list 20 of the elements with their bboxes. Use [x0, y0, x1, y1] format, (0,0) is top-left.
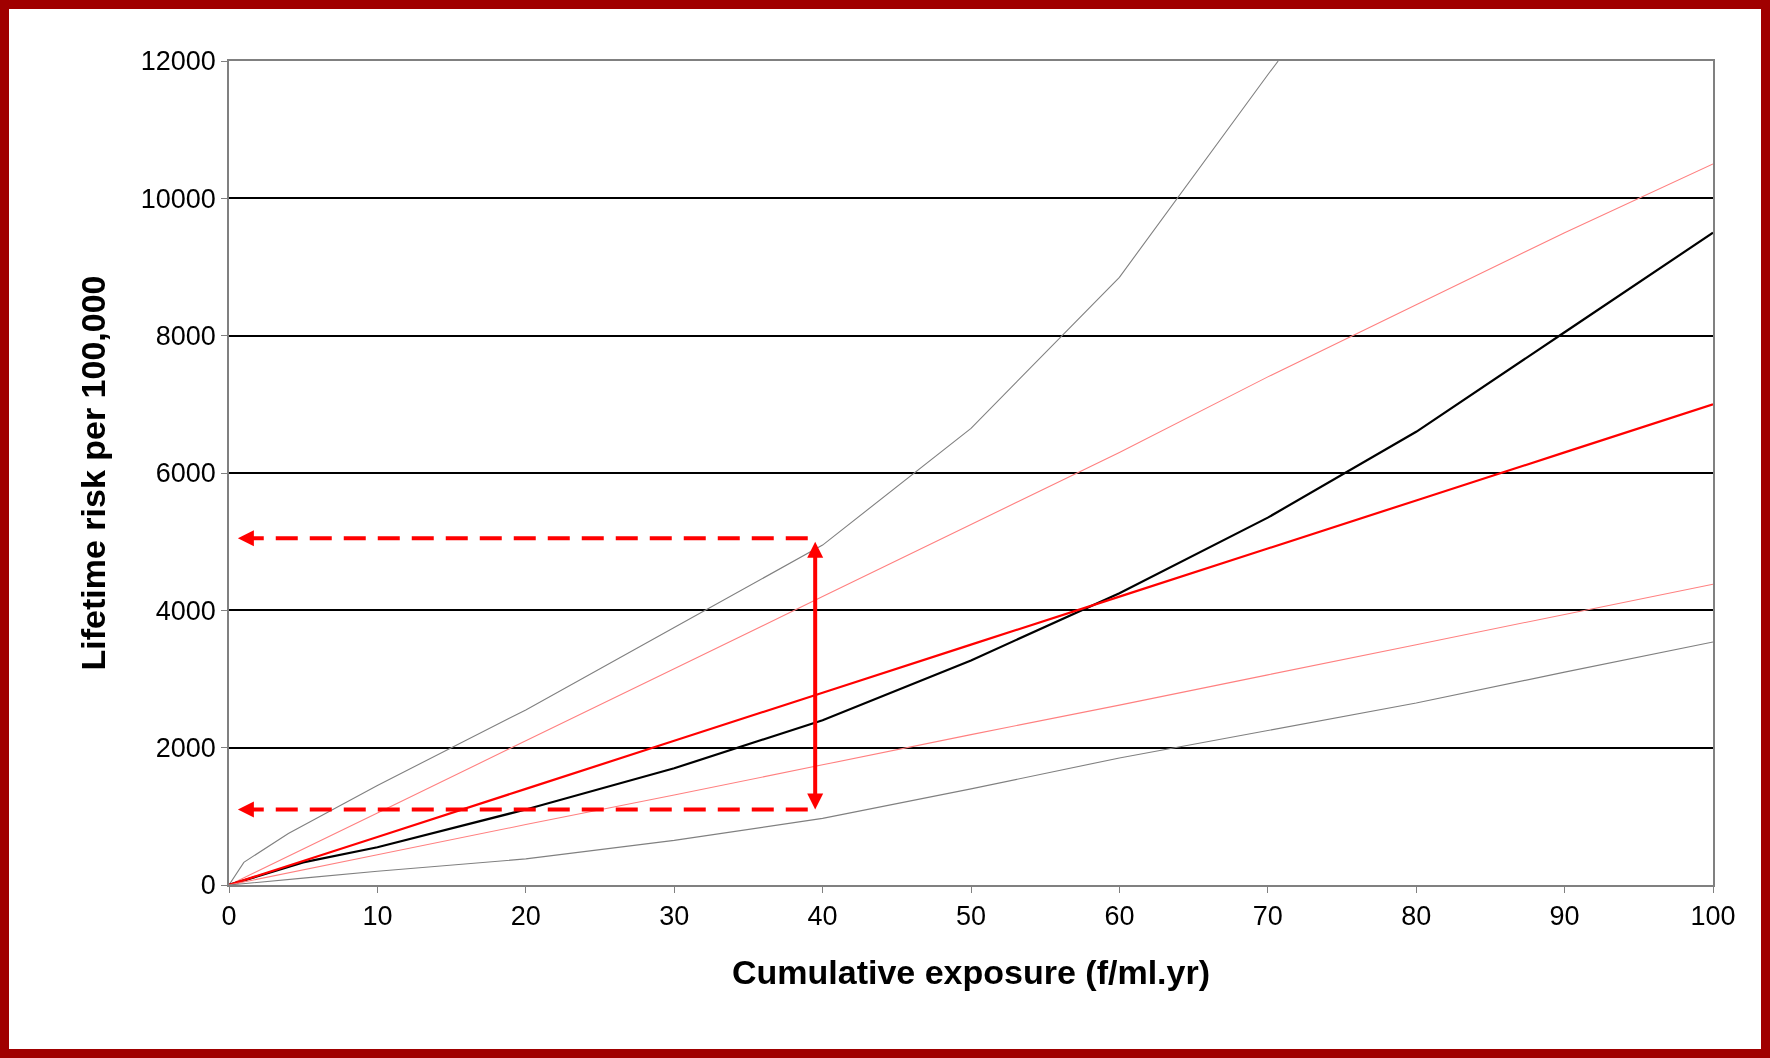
x-tick-label: 70 — [1252, 901, 1283, 932]
y-axis-title: Lifetime risk per 100,000 — [73, 275, 112, 671]
x-tick-label: 20 — [510, 901, 541, 932]
y-tick-label: 8000 — [155, 321, 216, 352]
y-tick-label: 2000 — [155, 733, 216, 764]
x-tick-label: 60 — [1104, 901, 1135, 932]
y-tick-label: 0 — [200, 870, 216, 901]
y-tick-label: 10000 — [140, 183, 216, 214]
x-tick-label: 30 — [659, 901, 690, 932]
x-tick-label: 90 — [1549, 901, 1580, 932]
y-tick-label: 6000 — [155, 458, 216, 489]
x-tick-label: 0 — [221, 901, 237, 932]
y-tick-label: 12000 — [140, 46, 216, 77]
x-axis-title: Cumulative exposure (f/ml.yr) — [731, 952, 1211, 991]
x-tick-label: 50 — [955, 901, 987, 932]
x-tick-label: 100 — [1690, 901, 1736, 932]
y-tick-label: 4000 — [155, 595, 216, 626]
x-tick-label: 40 — [807, 901, 838, 932]
x-tick-label: 80 — [1401, 901, 1432, 932]
x-tick-label: 10 — [362, 901, 393, 932]
